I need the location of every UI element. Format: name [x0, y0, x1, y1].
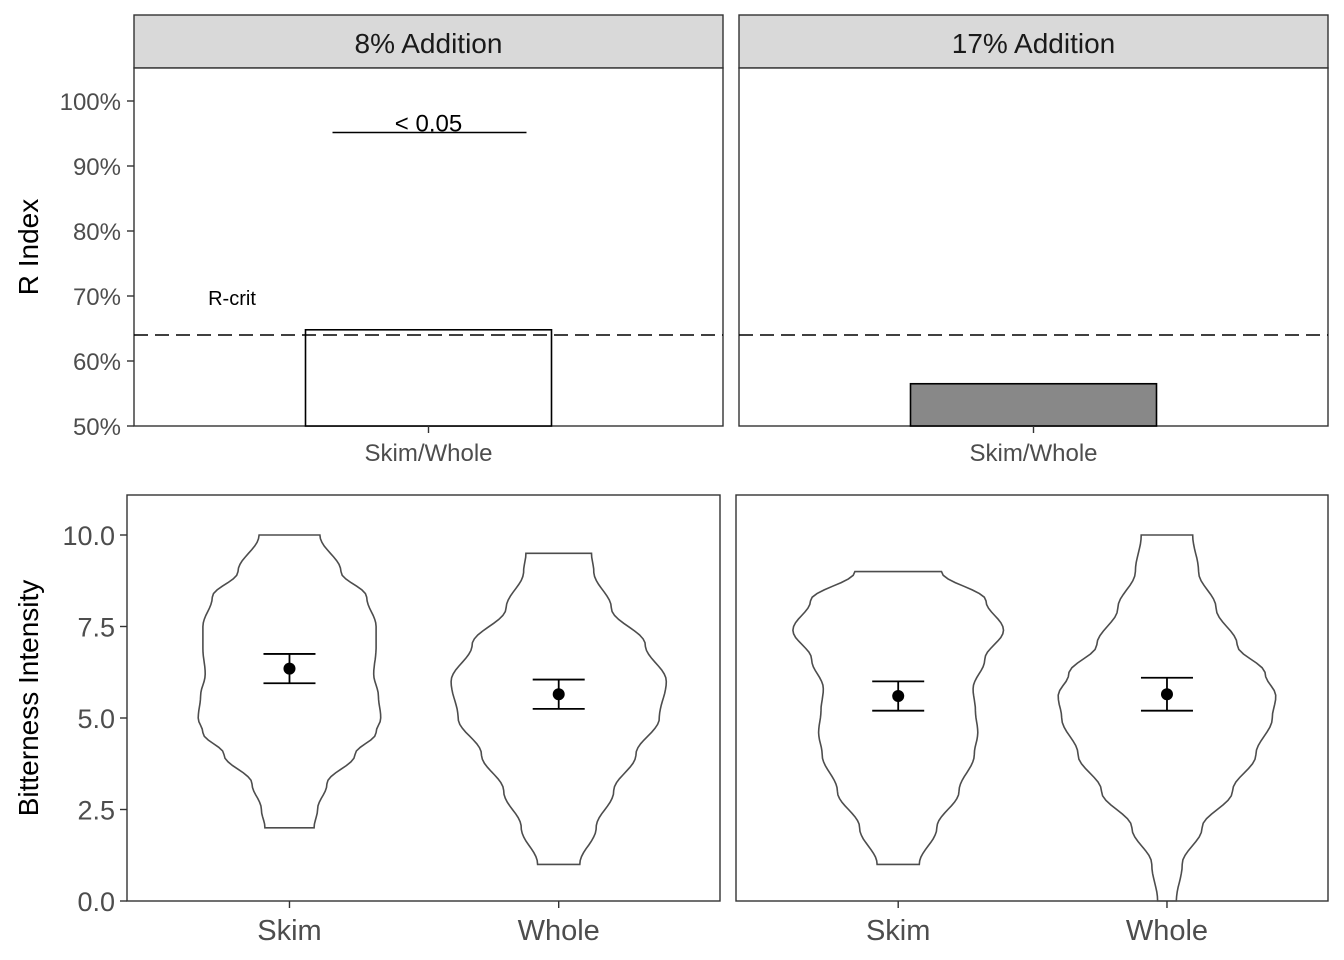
y-tick-label-top: 90%: [73, 154, 121, 181]
y-tick-label-top: 50%: [73, 414, 121, 441]
bar-left: [304, 328, 553, 427]
x-tick-label-top-right: Skim/Whole: [969, 440, 1097, 467]
y-tick-label-top: 60%: [73, 349, 121, 376]
strip-label-top-left: 8% Addition: [355, 28, 503, 59]
y-tick-label-top: 100%: [60, 89, 121, 116]
violin-skim-left: [197, 534, 382, 829]
y-tick-label-bottom: 0.0: [77, 887, 115, 917]
y-tick-label-bottom: 5.0: [77, 704, 115, 734]
mean-point: [892, 690, 905, 703]
x-tick-label-bottom: Whole: [1126, 915, 1208, 947]
panel-bottom-right: [735, 494, 1329, 902]
y-tick-label-bottom: 7.5: [77, 613, 115, 643]
strip-top-left: [133, 14, 724, 69]
y-tick-label-bottom: 2.5: [77, 796, 115, 826]
panel-bottom-left: [126, 494, 721, 902]
bar-right: [909, 382, 1158, 427]
panel-top-left: 8% Addition < 0.05 R-crit: [133, 14, 724, 427]
y-tick-label-top: 70%: [73, 284, 121, 311]
significance-label: < 0.05: [395, 111, 462, 138]
violin-skim-right: [792, 570, 1005, 866]
plot-area-bottom-left: [126, 494, 721, 902]
plot-area-bottom-right: [735, 494, 1329, 902]
rcrit-label: R-crit: [208, 288, 256, 310]
x-tick-label-top-left: Skim/Whole: [364, 440, 492, 467]
y-axis-label-top: R Index: [13, 199, 44, 296]
y-axis-label-bottom: Bitterness Intensity: [13, 580, 44, 817]
y-tick-label-bottom: 10.0: [62, 521, 115, 551]
violin-whole-right: [1057, 534, 1277, 902]
y-tick-label-top: 80%: [73, 219, 121, 246]
x-tick-label-bottom: Whole: [518, 915, 600, 947]
strip-top-right: [738, 14, 1329, 69]
panel-top-right: 17% Addition: [738, 14, 1329, 427]
plot-area-top-right: [738, 67, 1329, 427]
x-tick-label-bottom: Skim: [257, 915, 321, 947]
mean-point: [1160, 688, 1173, 701]
x-tick-label-bottom: Skim: [866, 915, 930, 947]
strip-label-top-right: 17% Addition: [952, 28, 1115, 59]
mean-point: [552, 688, 565, 701]
violin-whole-left: [450, 552, 668, 866]
mean-point: [283, 662, 296, 675]
